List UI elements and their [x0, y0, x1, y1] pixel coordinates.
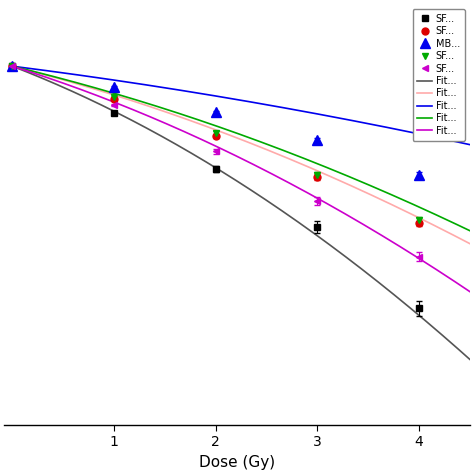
X-axis label: Dose (Gy): Dose (Gy) [199, 455, 275, 470]
Legend: SF..., SF..., MB..., SF..., SF..., Fit..., Fit..., Fit..., Fit..., Fit...: SF..., SF..., MB..., SF..., SF..., Fit..… [412, 9, 465, 141]
